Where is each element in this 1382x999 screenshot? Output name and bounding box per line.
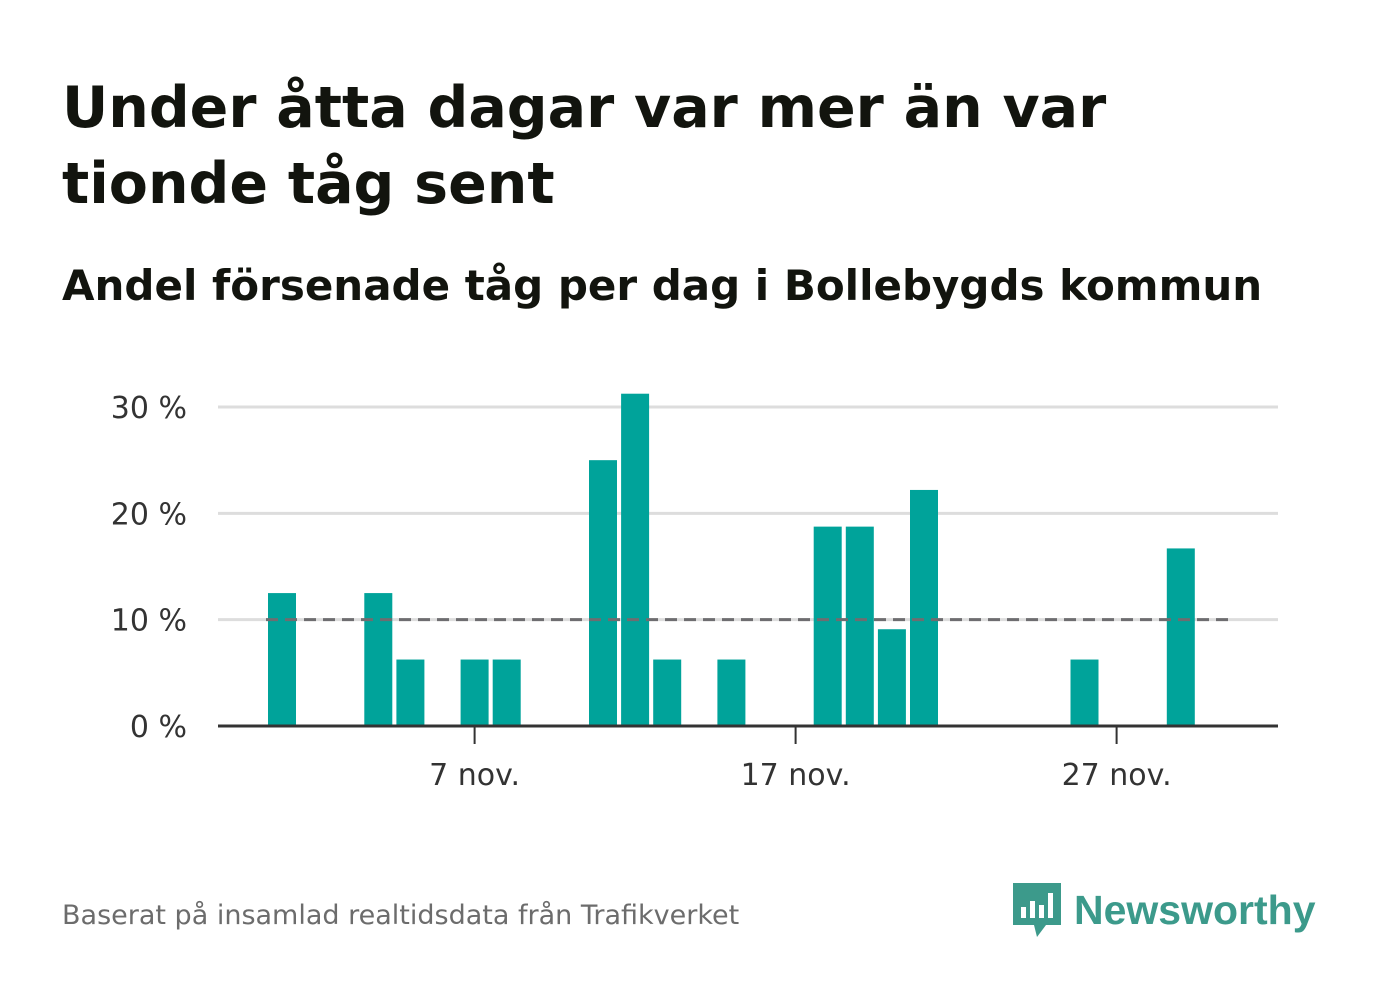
bar-chart-speech-bubble-icon — [1013, 883, 1061, 937]
bar — [460, 659, 489, 726]
bar — [1166, 548, 1195, 726]
bar — [364, 593, 393, 726]
chart-title: Under åtta dagar var mer än var tionde t… — [62, 75, 1107, 217]
logo-text: Newsworthy — [1074, 886, 1316, 933]
bar-chart: 0 % 10 % 20 % 30 % 7 nov. 17 nov. 27 nov. — [111, 391, 1278, 793]
bar — [492, 659, 521, 726]
bar — [621, 393, 650, 726]
bars — [268, 393, 1195, 726]
y-tick-label: 0 % — [130, 710, 187, 745]
bar — [717, 659, 746, 726]
bar — [845, 526, 874, 726]
bar — [813, 526, 842, 726]
chart-subtitle: Andel försenade tåg per dag i Bollebygds… — [62, 261, 1263, 310]
bar — [268, 593, 296, 726]
bar — [910, 489, 938, 726]
x-tick-label: 27 nov. — [1062, 758, 1172, 793]
newsworthy-logo: Newsworthy — [1010, 878, 1316, 942]
grid-lines — [218, 405, 1278, 622]
y-tick-label: 10 % — [111, 604, 187, 639]
bar — [396, 659, 425, 726]
source-note: Baserat på insamlad realtidsdata från Tr… — [62, 900, 740, 931]
axes: 0 % 10 % 20 % 30 % 7 nov. 17 nov. 27 nov. — [111, 391, 1278, 793]
bar — [1070, 659, 1099, 726]
x-tick-label: 7 nov. — [429, 758, 520, 793]
y-tick-label: 20 % — [111, 497, 187, 532]
y-tick-label: 30 % — [111, 391, 187, 426]
x-tick-label: 17 nov. — [741, 758, 851, 793]
bar — [877, 629, 906, 726]
bar — [653, 659, 682, 726]
bar — [589, 460, 617, 726]
